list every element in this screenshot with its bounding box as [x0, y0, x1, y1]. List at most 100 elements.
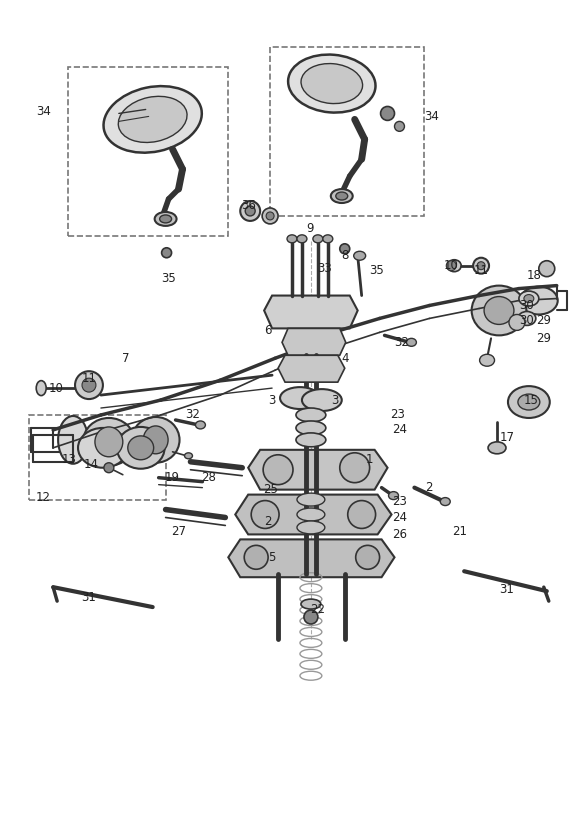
- Ellipse shape: [331, 189, 353, 203]
- Circle shape: [446, 260, 456, 270]
- Text: 3: 3: [331, 394, 339, 406]
- Ellipse shape: [280, 387, 320, 409]
- Circle shape: [82, 378, 96, 392]
- Polygon shape: [264, 296, 358, 329]
- Text: 10: 10: [49, 382, 64, 395]
- Polygon shape: [236, 494, 392, 535]
- Bar: [270, 47, 424, 216]
- Text: 36: 36: [241, 199, 255, 213]
- Bar: [29, 415, 166, 499]
- Circle shape: [240, 201, 260, 221]
- Ellipse shape: [78, 428, 128, 468]
- Ellipse shape: [104, 87, 202, 152]
- Circle shape: [381, 106, 395, 120]
- Text: 21: 21: [452, 525, 467, 538]
- Ellipse shape: [301, 599, 321, 609]
- Circle shape: [161, 248, 171, 258]
- Polygon shape: [278, 355, 345, 382]
- Ellipse shape: [518, 394, 540, 410]
- Text: 2: 2: [264, 515, 272, 528]
- Circle shape: [340, 244, 350, 254]
- Text: 7: 7: [122, 352, 129, 365]
- Text: 11: 11: [473, 265, 489, 277]
- Text: 23: 23: [390, 409, 405, 422]
- Circle shape: [340, 453, 370, 483]
- Text: 1: 1: [366, 453, 373, 466]
- Ellipse shape: [447, 260, 461, 272]
- Text: 25: 25: [263, 483, 278, 496]
- Text: 32: 32: [394, 336, 409, 349]
- Ellipse shape: [36, 381, 46, 396]
- Ellipse shape: [336, 192, 347, 200]
- Circle shape: [395, 121, 405, 131]
- Ellipse shape: [508, 386, 550, 418]
- Text: 18: 18: [526, 269, 541, 282]
- Ellipse shape: [406, 339, 416, 346]
- Circle shape: [266, 212, 274, 220]
- Text: 12: 12: [36, 491, 51, 504]
- Text: 3: 3: [268, 394, 276, 406]
- Ellipse shape: [301, 63, 363, 104]
- Ellipse shape: [323, 235, 333, 243]
- Polygon shape: [248, 450, 388, 489]
- Ellipse shape: [488, 442, 506, 454]
- Circle shape: [251, 500, 279, 528]
- Text: 26: 26: [392, 528, 407, 541]
- Ellipse shape: [472, 286, 526, 335]
- Ellipse shape: [388, 492, 399, 499]
- Text: 14: 14: [83, 458, 99, 471]
- Text: 9: 9: [306, 222, 314, 236]
- Text: 28: 28: [201, 471, 216, 485]
- Text: 10: 10: [444, 260, 459, 272]
- Text: 34: 34: [36, 105, 51, 118]
- Text: 35: 35: [369, 265, 384, 277]
- Ellipse shape: [519, 291, 539, 306]
- Ellipse shape: [297, 508, 325, 521]
- Ellipse shape: [302, 389, 342, 411]
- Ellipse shape: [195, 421, 205, 429]
- Ellipse shape: [440, 498, 450, 506]
- Text: 5: 5: [268, 550, 276, 564]
- Ellipse shape: [117, 427, 164, 469]
- Text: 24: 24: [392, 424, 407, 437]
- Circle shape: [263, 455, 293, 485]
- Circle shape: [509, 315, 525, 330]
- Circle shape: [356, 545, 380, 569]
- Text: 29: 29: [536, 332, 552, 345]
- Text: 31: 31: [500, 583, 514, 596]
- Text: 24: 24: [392, 511, 407, 524]
- Text: 31: 31: [82, 591, 96, 604]
- Ellipse shape: [296, 421, 326, 435]
- Circle shape: [75, 371, 103, 399]
- Text: 17: 17: [500, 432, 514, 444]
- Ellipse shape: [520, 287, 558, 315]
- Ellipse shape: [524, 294, 534, 302]
- Text: 4: 4: [341, 352, 349, 365]
- Ellipse shape: [287, 235, 297, 243]
- Text: 19: 19: [165, 471, 180, 485]
- Text: 11: 11: [82, 372, 96, 385]
- Text: 6: 6: [264, 324, 272, 337]
- Text: 33: 33: [318, 262, 332, 275]
- Text: 34: 34: [424, 110, 439, 123]
- Ellipse shape: [477, 262, 485, 269]
- Text: 32: 32: [185, 409, 200, 422]
- Ellipse shape: [313, 235, 323, 243]
- Ellipse shape: [484, 297, 514, 325]
- Bar: [68, 67, 229, 236]
- Text: 22: 22: [310, 602, 325, 616]
- Ellipse shape: [297, 493, 325, 506]
- Text: 2: 2: [426, 481, 433, 494]
- Ellipse shape: [95, 427, 123, 456]
- Text: 27: 27: [171, 525, 186, 538]
- Polygon shape: [229, 540, 395, 577]
- Ellipse shape: [354, 251, 366, 260]
- Text: 23: 23: [392, 495, 407, 508]
- Circle shape: [245, 206, 255, 216]
- Text: 8: 8: [341, 249, 349, 262]
- Circle shape: [244, 545, 268, 569]
- Ellipse shape: [297, 235, 307, 243]
- Ellipse shape: [296, 408, 326, 422]
- Ellipse shape: [296, 433, 326, 447]
- Ellipse shape: [297, 521, 325, 534]
